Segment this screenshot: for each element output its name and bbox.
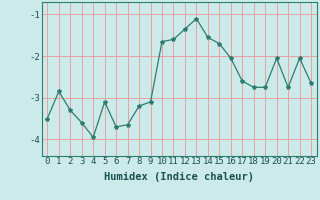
X-axis label: Humidex (Indice chaleur): Humidex (Indice chaleur) [104,172,254,182]
